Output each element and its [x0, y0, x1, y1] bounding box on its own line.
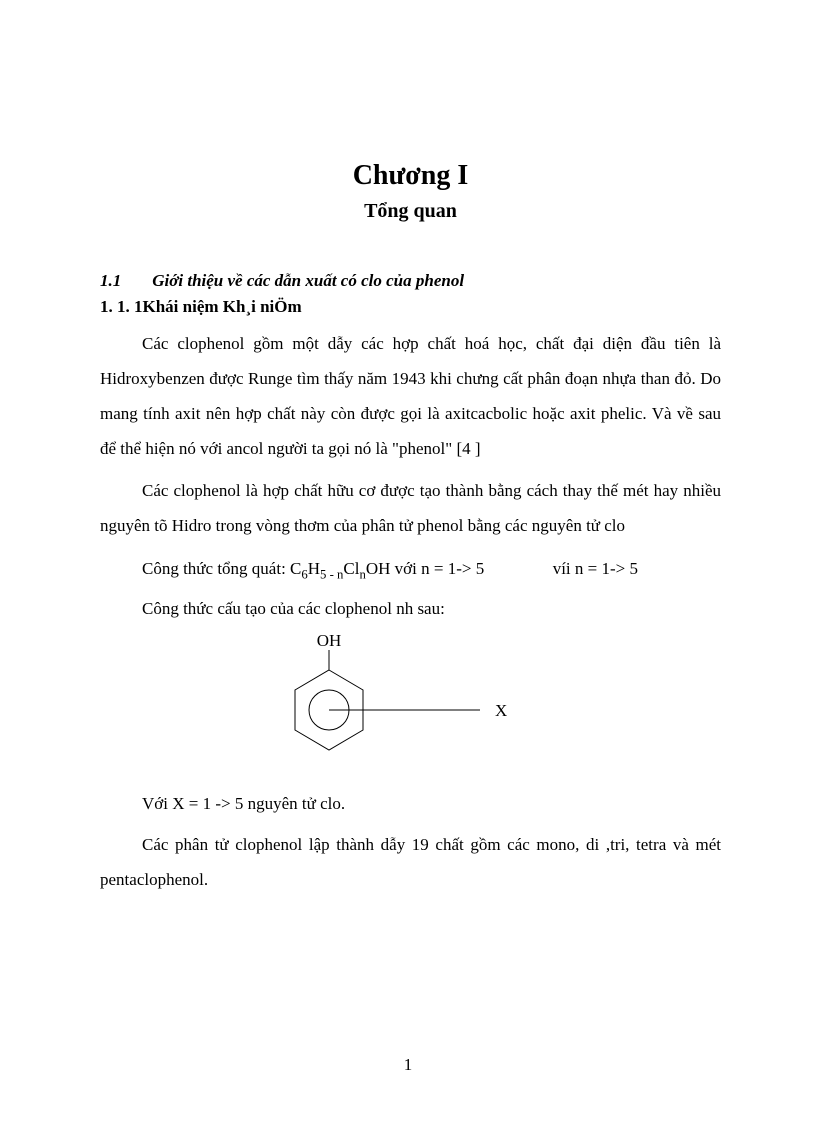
formula-H: H	[308, 559, 320, 578]
formula-right: víi n = 1-> 5	[553, 559, 638, 578]
page-number: 1	[0, 1055, 816, 1075]
paragraph-2: Các clophenol là hợp chất hữu cơ được tạ…	[100, 474, 721, 544]
x-label: X	[495, 701, 507, 720]
paragraph-3: Các phân tử clophenol lập thành dẫy 19 c…	[100, 828, 721, 898]
structure-line: Công thức cấu tạo của các clophenol nh s…	[100, 592, 721, 627]
section-title: Giới thiệu về các dẫn xuất có clo của ph…	[152, 271, 464, 290]
subsection-heading: 1. 1. 1Khái niệm Kh¸i niÖm	[100, 297, 721, 317]
paragraph-1: Các clophenol gồm một dẫy các hợp chất h…	[100, 327, 721, 466]
section-heading: 1.1 Giới thiệu về các dẫn xuất có clo củ…	[100, 271, 721, 291]
formula-line: Công thức tổng quát: C6H5 - nClnOH với n…	[100, 552, 721, 588]
with-x-line: Với X = 1 -> 5 nguyên tử clo.	[100, 787, 721, 822]
formula-Cl: Cl	[343, 559, 359, 578]
formula-sub-5n: 5 - n	[320, 567, 343, 581]
benzene-diagram: OH X	[100, 630, 721, 775]
oh-label: OH	[317, 631, 342, 650]
formula-prefix: Công thức tổng quát: C	[142, 559, 301, 578]
chapter-title: Chương I	[100, 160, 721, 192]
section-number: 1.1	[100, 271, 148, 291]
formula-suffix: OH với n = 1-> 5	[366, 559, 484, 578]
chapter-subtitle: Tổng quan	[100, 200, 721, 223]
